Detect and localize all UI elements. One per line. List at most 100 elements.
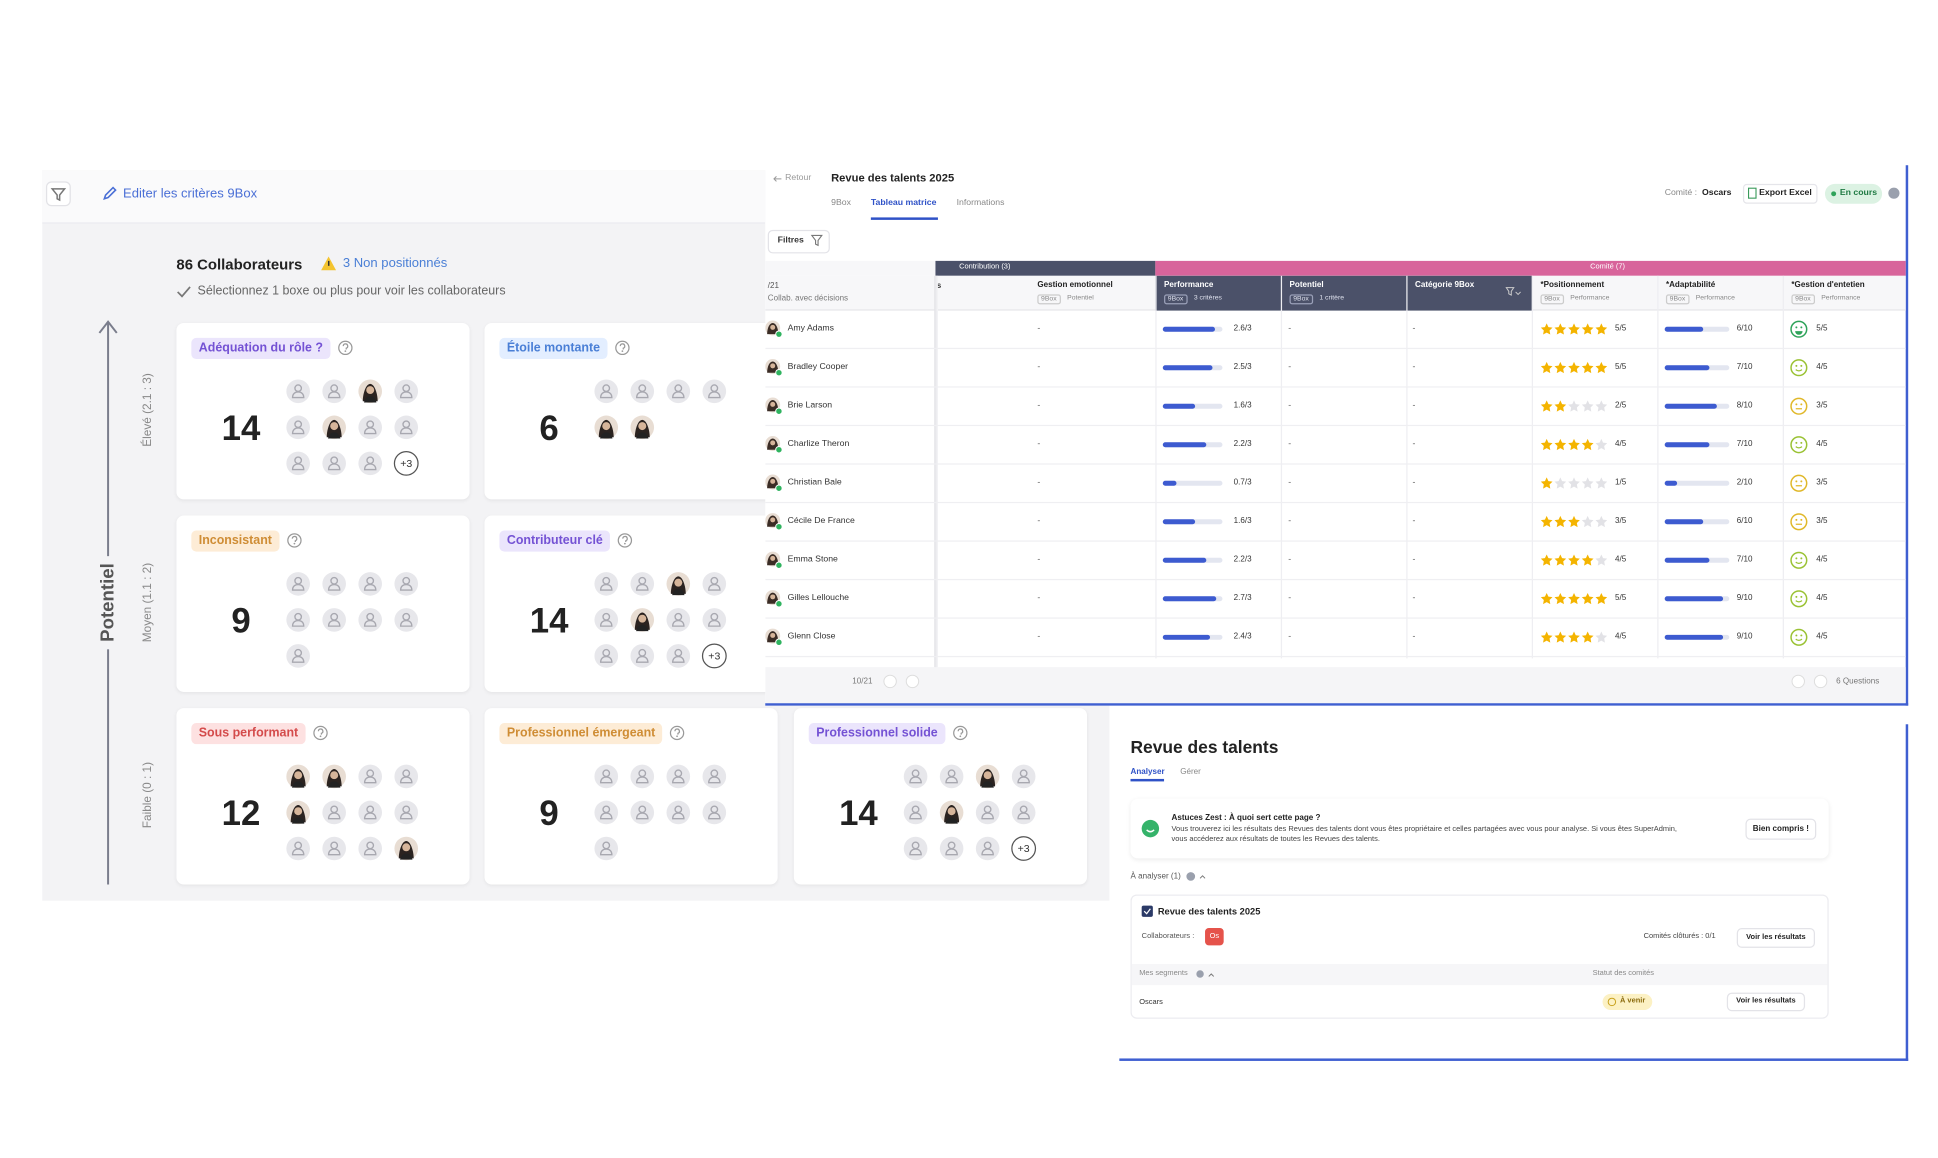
smiley-part	[1790, 474, 1808, 492]
stars	[1540, 361, 1608, 374]
back-link[interactable]: Retour	[785, 173, 812, 183]
section-label[interactable]: À analyser (1)	[1130, 872, 1181, 881]
group-band	[765, 260, 936, 276]
funnel-icon-part	[810, 234, 823, 247]
matrix-panel: Retour Revue des talents 2025 9Box Tableau …	[765, 165, 1909, 706]
sort-icon-part	[1515, 291, 1521, 296]
cell-categorie: -	[1412, 324, 1416, 333]
collaborator-name[interactable]: Bradley Cooper	[787, 362, 849, 372]
tab[interactable]: Gérer	[1180, 767, 1201, 777]
column-title[interactable]: *Adaptabilité	[1665, 280, 1716, 290]
column-title[interactable]: *Gestion d'entetien	[1791, 280, 1865, 290]
column-title[interactable]: Gestion emotionnel	[1037, 280, 1113, 290]
item-title[interactable]: Revue des talents 2025	[1157, 905, 1261, 917]
ninebox-box[interactable]: Professionnel solide 14 +3	[793, 708, 1088, 885]
collaborator-name[interactable]: Cécile De France	[787, 516, 855, 526]
tip-icon-part	[1146, 829, 1155, 833]
avatar-placeholder	[358, 451, 383, 476]
avatar-placeholder-part	[399, 619, 413, 627]
column-title[interactable]: *Positionnement	[1540, 280, 1605, 290]
stars	[1540, 554, 1608, 566]
export-button[interactable]	[1742, 183, 1818, 204]
help-icon	[1888, 187, 1900, 199]
row-avatar-part	[770, 632, 776, 638]
avatar-placeholder	[594, 572, 619, 596]
smiley-part	[1795, 634, 1798, 637]
tab[interactable]: Tableau matrice	[870, 198, 937, 208]
ninebox-box[interactable]: Contributeur clé 14 +3	[484, 515, 778, 692]
avatar-photo-part	[674, 578, 683, 587]
avatar-placeholder-part	[327, 391, 341, 399]
cell-gestion: -	[1037, 632, 1041, 642]
row-avatar-part	[775, 484, 783, 492]
tab[interactable]: Informations	[956, 198, 1005, 208]
avatar-placeholder	[702, 608, 727, 632]
help-icon-part	[674, 728, 681, 735]
row-avatar-part	[775, 330, 783, 338]
stars-part	[1595, 592, 1608, 605]
avatar-placeholder	[975, 836, 1000, 861]
cell-categorie: -	[1412, 593, 1416, 603]
unpositioned[interactable]: 3 Non positionnés	[342, 255, 448, 271]
ninebox-box[interactable]: Professionnel émergeant 9	[484, 708, 778, 885]
collaborator-name[interactable]: Glenn Close	[787, 632, 836, 642]
avatar-photo-part	[602, 422, 611, 431]
avatar-photo	[322, 764, 346, 789]
hint: Sélectionnez 1 boxe ou plus pour voir le…	[197, 284, 506, 299]
collaborator-name[interactable]: Brie Larson	[787, 401, 833, 410]
cell-gestion: -	[1037, 439, 1041, 449]
avatar-placeholder	[1011, 800, 1036, 825]
tab[interactable]: Analyser	[1130, 767, 1165, 777]
more-count: +3	[1017, 842, 1030, 855]
positioning-value: 3/5	[1615, 516, 1627, 526]
collaborator-name[interactable]: Christian Bale	[787, 478, 842, 487]
tab[interactable]: 9Box	[831, 198, 851, 208]
avatar-photo-part	[294, 807, 303, 816]
segment-button[interactable]: Voir les résultats	[1726, 992, 1806, 1012]
row-avatar	[765, 628, 783, 647]
help-icon-part	[624, 542, 626, 545]
avatar-placeholder-part	[291, 583, 305, 591]
collaborator-name[interactable]: Emma Stone	[787, 555, 838, 565]
collaborator-name[interactable]: Gilles Lellouche	[787, 593, 850, 603]
interview-value: 4/5	[1816, 555, 1828, 565]
positioning-value: 5/5	[1615, 324, 1627, 333]
stars-part	[1581, 592, 1594, 605]
stars-part	[1540, 554, 1553, 566]
ninebox-box[interactable]: Inconsistant 9	[176, 515, 470, 692]
help-icon	[617, 533, 633, 548]
back-arrow-part	[773, 176, 782, 182]
avatar-photo-part	[363, 396, 377, 403]
avatar-placeholder-part	[291, 848, 305, 856]
adapt-value: 8/10	[1736, 401, 1753, 410]
stars-part	[1540, 400, 1553, 412]
column-title[interactable]: Catégorie 9Box	[1414, 280, 1475, 290]
row-avatar-part	[770, 401, 776, 407]
results-button[interactable]: Voir les résultats	[1736, 928, 1816, 948]
table-row	[765, 619, 1906, 658]
ninebox-box[interactable]: Adéquation du rôle ? 14 +3	[176, 323, 470, 500]
stars-part	[1540, 438, 1553, 451]
perf-bar	[1162, 596, 1217, 602]
collaborator-name[interactable]: Charlize Theron	[787, 439, 850, 449]
column-title[interactable]: Potentiel	[1289, 280, 1324, 290]
column-title[interactable]: Performance	[1164, 280, 1214, 290]
column-tag: Performance	[1821, 294, 1861, 302]
smiley-part	[1795, 331, 1803, 335]
smiley-part	[1795, 518, 1798, 521]
help-icon-part	[669, 725, 685, 741]
ninebox-box[interactable]: Étoile montante 6	[484, 323, 778, 500]
filters-button[interactable]	[767, 229, 830, 254]
export-label[interactable]: Export Excel	[1759, 188, 1812, 198]
filters-label[interactable]: Filtres	[777, 236, 804, 245]
avatar-placeholder	[594, 608, 619, 632]
avatar-photo-part	[400, 853, 413, 860]
pager-button	[883, 674, 897, 689]
tip-button[interactable]: Bien compris !	[1745, 818, 1817, 840]
adapt-value: 9/10	[1736, 593, 1753, 603]
ninebox-box[interactable]: Sous performant 12	[176, 708, 470, 885]
avatar-photo-part	[327, 781, 341, 788]
collaborator-name[interactable]: Amy Adams	[787, 324, 835, 333]
avatar-placeholder	[322, 800, 346, 825]
edit-criteria[interactable]: Editer les critères 9Box	[122, 186, 258, 202]
